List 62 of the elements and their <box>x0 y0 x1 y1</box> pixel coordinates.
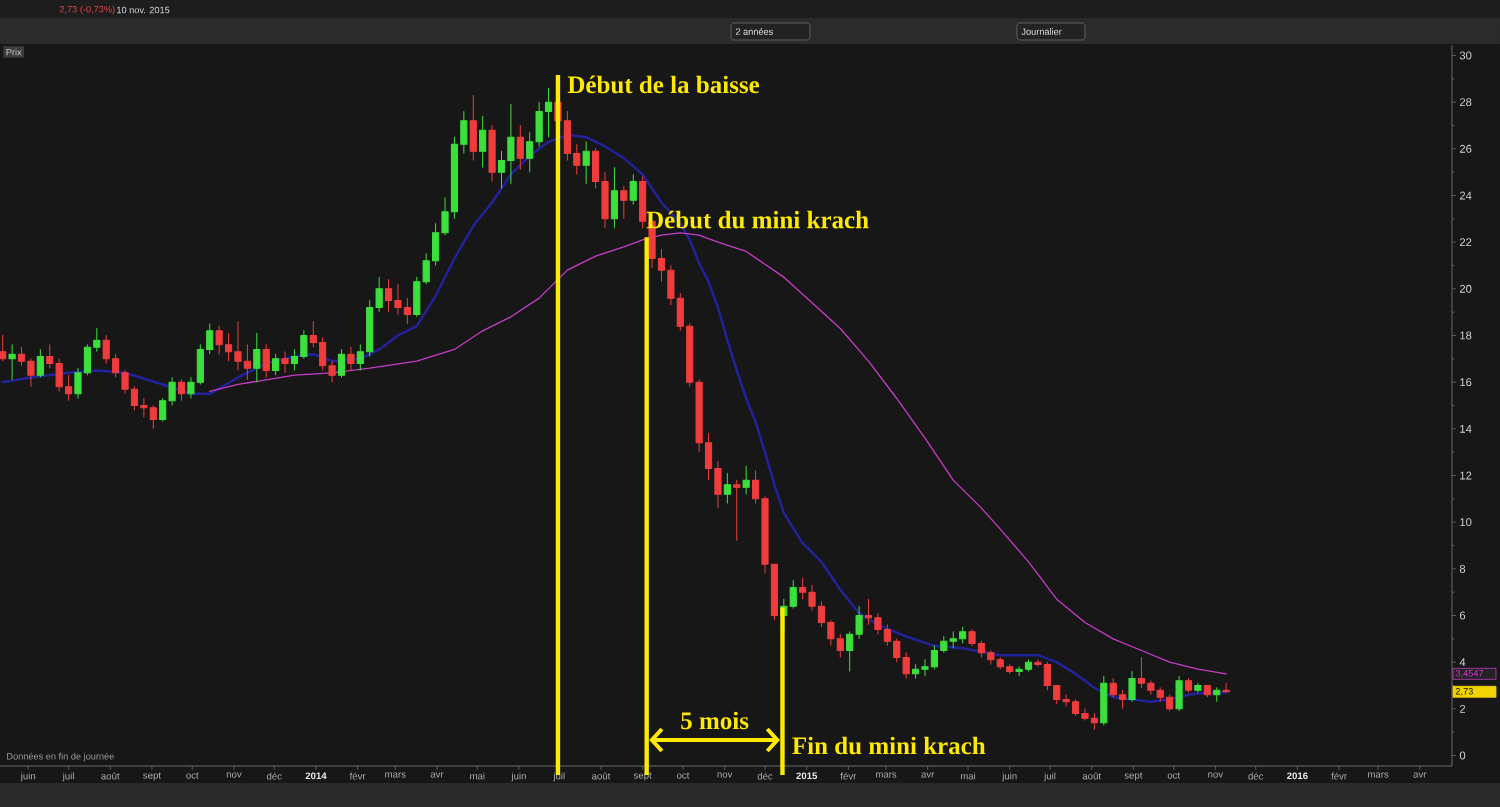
chart-subtitle: 10 nov. 2015 <box>117 6 170 14</box>
ref-line-label: Début de la baisse <box>567 75 760 94</box>
x-tick-label: oct <box>1167 772 1181 779</box>
x-tick-label: août <box>101 772 120 780</box>
x-tick-label: mai <box>960 772 976 780</box>
x-tick-label: 2015 <box>796 772 818 780</box>
x-tick-label: mars <box>1368 772 1389 778</box>
x-tick-label: déc <box>757 772 773 780</box>
x-tick-label: déc <box>1248 772 1264 780</box>
x-tick-label: août <box>592 772 611 780</box>
x-tick-label: juin <box>511 772 526 782</box>
x-tick-label: sept <box>143 772 161 781</box>
y-tick-label: 14 <box>1460 424 1472 433</box>
x-tick-label: août <box>1082 772 1101 780</box>
x-tick-label: déc <box>266 772 282 780</box>
x-tick-label: févr <box>840 772 857 780</box>
x-tick-label: oct <box>676 772 690 779</box>
x-tick-label: avr <box>921 772 935 778</box>
y-axis-title: Prix <box>6 48 22 56</box>
x-tick-label: nov <box>1208 772 1224 778</box>
y-tick-label: 16 <box>1460 378 1472 387</box>
y-tick-label: 30 <box>1459 51 1472 60</box>
x-tick-label: mars <box>385 772 406 778</box>
x-tick-label: juin <box>20 772 36 782</box>
ref-line-label: Fin du mini krach <box>792 736 986 755</box>
y-tick-label: 24 <box>1459 191 1472 200</box>
y-tick-label: 26 <box>1459 144 1472 153</box>
text: 2,73 <box>1455 687 1473 696</box>
x-tick-label: juil <box>1043 772 1056 782</box>
y-tick-label: 6 <box>1459 611 1466 620</box>
x-tick-label: avr <box>1413 772 1427 778</box>
y-tick-label: 28 <box>1459 98 1472 107</box>
x-tick-label: juil <box>62 772 74 782</box>
x-tick-label: févr <box>349 772 366 780</box>
y-tick-label: 10 <box>1460 518 1472 527</box>
text: 2 années <box>735 28 773 35</box>
x-tick-label: févr <box>1331 772 1347 780</box>
annotation: 5 mois <box>681 711 749 730</box>
y-tick-label: 18 <box>1460 331 1472 340</box>
y-tick-label: 12 <box>1460 471 1472 480</box>
x-tick-label: nov <box>226 772 242 778</box>
x-tick-label: oct <box>186 772 199 779</box>
y-tick-label: 2 <box>1459 704 1466 713</box>
x-tick-label: juin <box>1001 772 1017 782</box>
x-tick-label: juil <box>553 772 565 782</box>
chart-title: 2,73 (-0,73%) <box>59 5 115 15</box>
x-tick-label: sept <box>633 772 652 781</box>
x-tick-label: 2014 <box>305 772 327 780</box>
y-tick-label: 22 <box>1459 238 1472 247</box>
text: 3,4547 <box>1455 670 1484 678</box>
y-tick-label: 20 <box>1459 284 1472 293</box>
y-tick-label: 4 <box>1459 658 1466 666</box>
x-tick-label: nov <box>717 772 733 778</box>
annotation: Données en fin de journée <box>7 752 114 762</box>
x-tick-label: avr <box>430 772 444 778</box>
y-tick-label: 0 <box>1459 751 1466 760</box>
x-tick-label: mars <box>875 772 897 778</box>
text: Journalier <box>1021 28 1062 35</box>
x-tick-label: mai <box>470 772 485 780</box>
y-tick-label: 8 <box>1459 564 1466 573</box>
x-tick-label: 2016 <box>1287 772 1308 780</box>
x-tick-label: sept <box>1124 772 1143 781</box>
